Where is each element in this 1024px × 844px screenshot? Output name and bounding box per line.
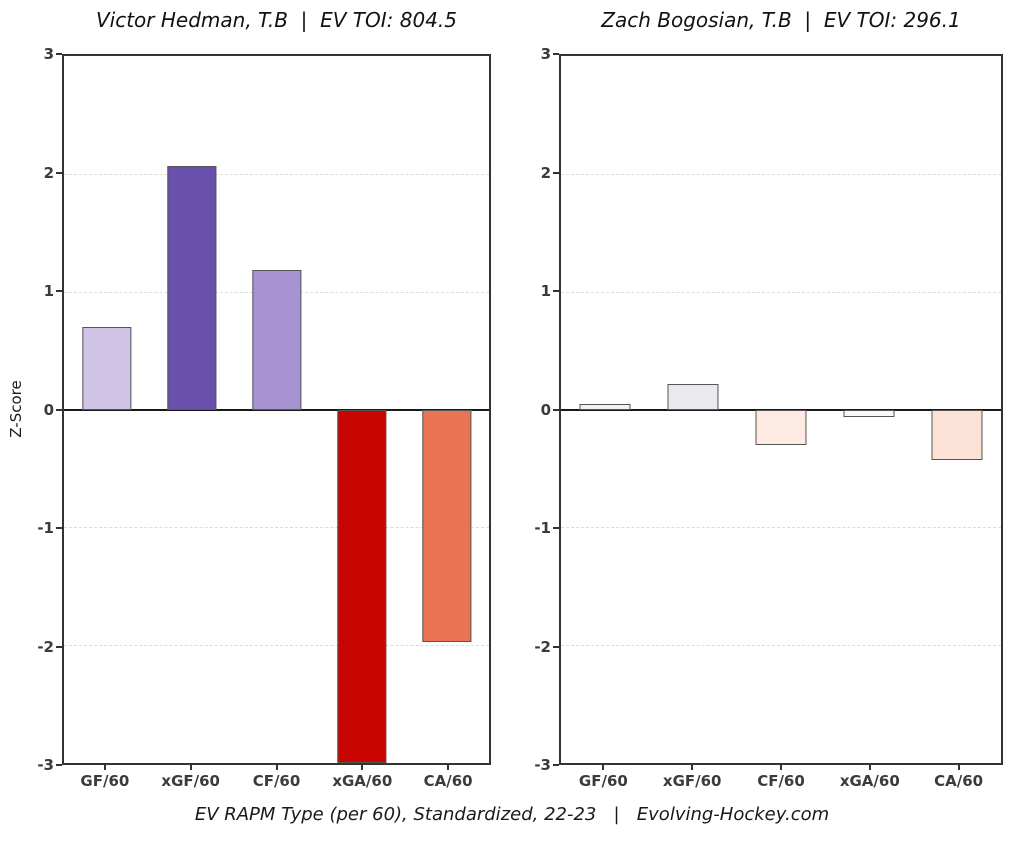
plot-area-left	[62, 54, 491, 765]
x-tick-mark	[691, 765, 694, 770]
y-tick-mark	[56, 290, 62, 292]
y-tick-mark	[56, 408, 62, 411]
bar-slot	[913, 56, 1001, 763]
x-tick-mark	[957, 765, 960, 770]
x-tick-label: xGA/60	[332, 772, 393, 790]
x-tick-label: xGF/60	[662, 772, 722, 790]
chart-title-left: Victor Hedman, T.B | EV TOI: 804.5	[95, 8, 458, 32]
bar-slot	[234, 56, 319, 763]
x-tick-label: xGF/60	[161, 772, 220, 790]
chart-title-right: Zach Bogosian, T.B | EV TOI: 296.1	[601, 8, 961, 32]
y-tick-mark	[553, 171, 559, 174]
y-tick-mark	[553, 290, 559, 292]
grid-line	[64, 645, 489, 647]
bar-cf60	[755, 409, 807, 445]
bar-slot	[64, 56, 149, 763]
y-tick-label: -2	[37, 637, 54, 656]
x-tick-label: GF/60	[80, 772, 130, 790]
y-tick-mark	[56, 53, 62, 55]
grid-line	[561, 291, 1001, 293]
plot-area-right	[559, 54, 1003, 765]
grid-line	[561, 173, 1001, 175]
grid-line	[64, 173, 489, 175]
y-tick-label: 1	[43, 282, 54, 300]
bar-slot	[649, 56, 737, 763]
y-tick-label: -3	[37, 756, 54, 774]
y-tick-label: -2	[534, 637, 551, 656]
y-tick-label: 2	[43, 163, 54, 182]
y-tick-mark	[553, 645, 559, 648]
x-tick-mark	[780, 765, 782, 770]
y-tick-label: 2	[540, 163, 551, 182]
y-tick-label: 1	[540, 282, 551, 300]
bars-group	[561, 56, 1001, 763]
zero-line	[64, 408, 489, 411]
grid-line	[64, 527, 489, 529]
x-tick-mark	[361, 765, 364, 770]
grid-line	[561, 645, 1001, 647]
bar-slot	[737, 56, 825, 763]
x-tick-label: GF/60	[578, 772, 628, 790]
bar-gf60	[579, 403, 631, 410]
x-tick-mark	[275, 765, 278, 770]
x-tick-mark	[103, 765, 106, 770]
bar-xga60	[336, 409, 387, 763]
x-tick-mark	[602, 765, 605, 770]
x-tick-label: CA/60	[934, 772, 984, 790]
y-tick-mark	[56, 171, 62, 174]
x-tick-label: CF/60	[757, 772, 805, 790]
y-tick-mark	[553, 527, 559, 529]
bars-group	[64, 56, 489, 763]
bar-slot	[561, 56, 649, 763]
bar-slot	[404, 56, 489, 763]
bar-ca60	[931, 409, 983, 461]
x-tick-label: xGA/60	[839, 772, 900, 790]
x-tick-mark	[189, 765, 192, 770]
figure-caption: EV RAPM Type (per 60), Standardized, 22-…	[194, 804, 830, 825]
y-tick-label: -1	[534, 519, 551, 537]
y-tick-mark	[56, 527, 62, 529]
bar-slot	[149, 56, 234, 763]
bar-ca60	[421, 409, 472, 642]
bar-xga60	[843, 409, 895, 417]
x-tick-label: CA/60	[423, 772, 473, 790]
y-tick-mark	[56, 645, 62, 648]
y-tick-label: 3	[540, 45, 551, 63]
x-tick-label: CF/60	[252, 772, 301, 790]
y-tick-mark	[56, 764, 62, 766]
y-tick-mark	[553, 53, 559, 55]
y-tick-label: -3	[534, 756, 551, 774]
y-tick-label: 0	[540, 400, 551, 419]
x-tick-mark	[868, 765, 871, 770]
y-tick-label: 3	[43, 45, 54, 63]
x-tick-mark	[447, 765, 450, 770]
bar-xgf60	[166, 165, 217, 410]
bar-slot	[825, 56, 913, 763]
y-tick-label: -1	[37, 519, 54, 537]
y-tick-label: 0	[43, 400, 54, 419]
y-tick-mark	[553, 764, 559, 766]
bar-slot	[319, 56, 404, 763]
bar-gf60	[81, 327, 132, 410]
bar-xgf60	[667, 383, 719, 410]
bar-cf60	[251, 270, 302, 410]
y-tick-mark	[553, 408, 559, 411]
grid-line	[561, 527, 1001, 529]
